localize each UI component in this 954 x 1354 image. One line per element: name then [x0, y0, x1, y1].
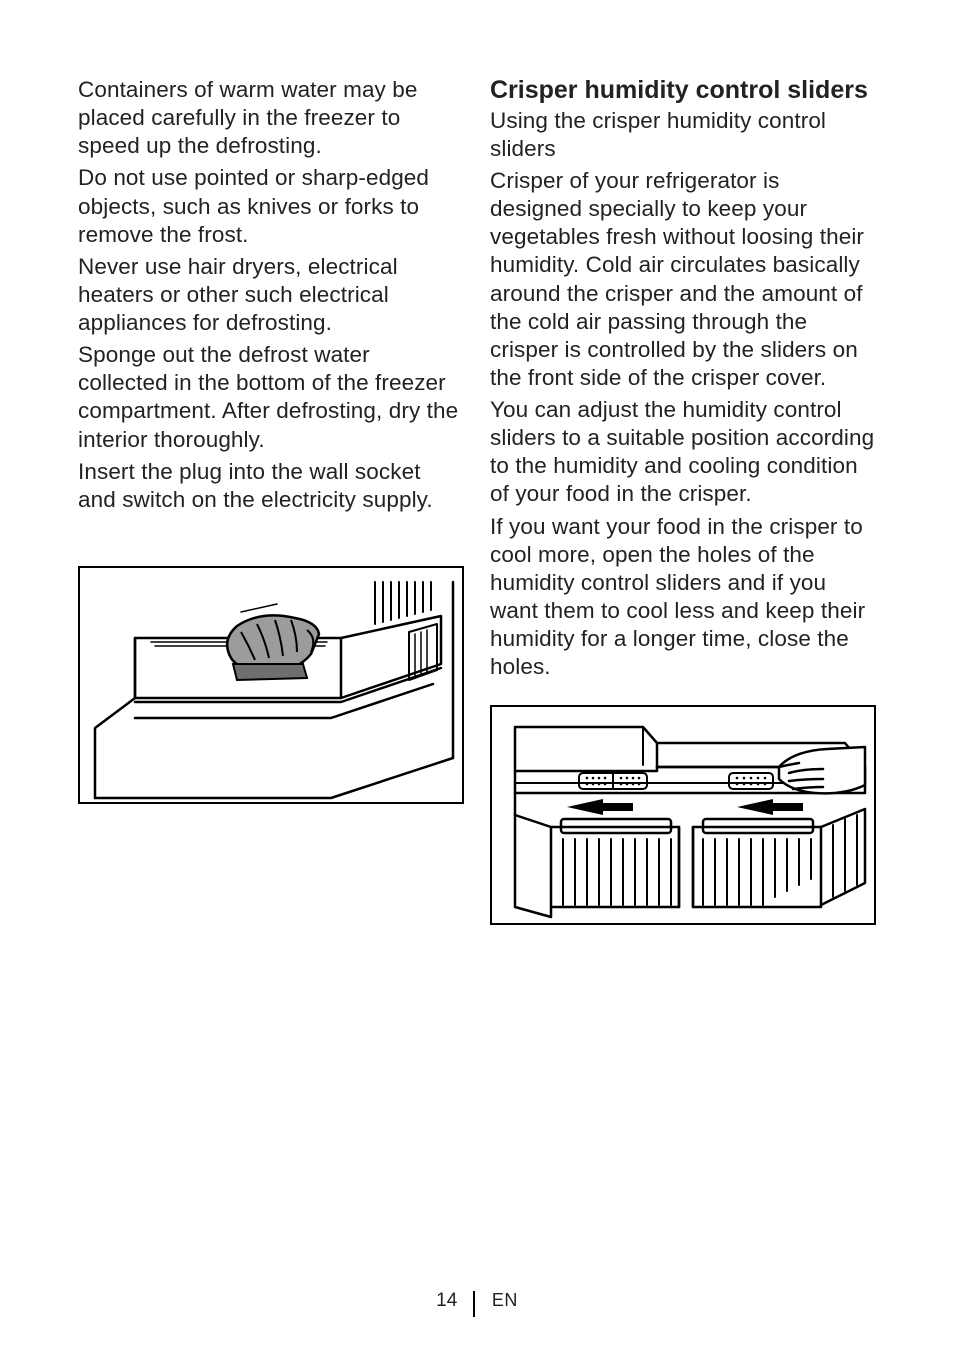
crisper-slider-figure — [490, 705, 876, 925]
right-column: Crisper humidity control sliders Using t… — [490, 76, 876, 925]
defrost-para-1: Containers of warm water may be placed c… — [78, 76, 464, 160]
defrost-wipe-figure — [78, 566, 464, 804]
page-number: 14 — [436, 1290, 465, 1312]
manual-page: Containers of warm water may be placed c… — [0, 0, 954, 1354]
crisper-para-3: You can adjust the humidity control slid… — [490, 396, 876, 509]
left-column: Containers of warm water may be placed c… — [78, 76, 464, 925]
defrost-para-5: Insert the plug into the wall socket and… — [78, 458, 464, 514]
two-column-layout: Containers of warm water may be placed c… — [78, 76, 876, 925]
crisper-heading: Crisper humidity control sliders — [490, 76, 876, 105]
defrost-para-2: Do not use pointed or sharp-edged object… — [78, 164, 464, 248]
page-footer: 14 EN — [0, 1290, 954, 1312]
crisper-para-1: Using the crisper humidity control slide… — [490, 107, 876, 163]
defrost-para-4: Sponge out the defrost water collected i… — [78, 341, 464, 454]
crisper-para-2: Crisper of your refrigerator is designed… — [490, 167, 876, 392]
language-code: EN — [484, 1290, 518, 1311]
footer-divider — [473, 1291, 475, 1317]
defrost-para-3: Never use hair dryers, electrical heater… — [78, 253, 464, 337]
crisper-para-4: If you want your food in the crisper to … — [490, 513, 876, 682]
